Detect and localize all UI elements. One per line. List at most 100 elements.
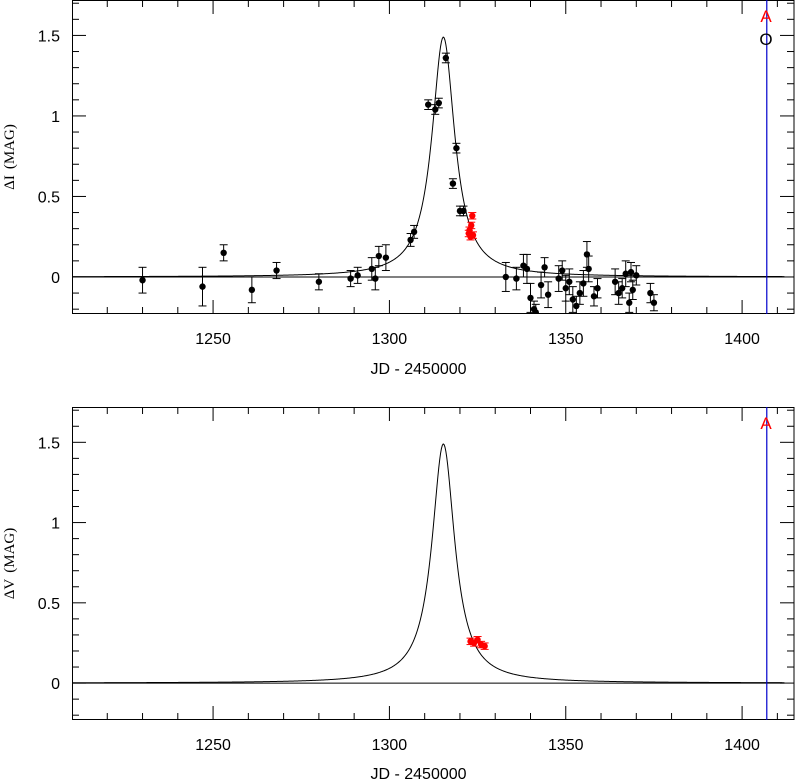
plot-area [72, 36, 785, 314]
data-point [469, 231, 478, 239]
data-point [353, 266, 362, 284]
data-marker [382, 254, 390, 261]
data-marker [576, 289, 584, 297]
data-marker [585, 265, 592, 273]
data-marker [315, 278, 323, 285]
data-marker [481, 642, 488, 650]
data-marker [372, 275, 379, 282]
data-point [441, 52, 450, 64]
data-point [459, 205, 468, 217]
data-point [468, 212, 477, 220]
data-point [561, 274, 570, 302]
x-tick-label: 1250 [195, 737, 231, 754]
x-tick-label: 1300 [372, 737, 408, 754]
data-point [584, 255, 593, 283]
y-tick-label: 0.5 [38, 189, 60, 206]
y-axis-label: ΔI (MAG) [2, 124, 18, 190]
data-point [582, 241, 591, 268]
data-point [272, 261, 281, 280]
data-marker [629, 286, 636, 294]
data-marker [622, 270, 629, 277]
data-marker [425, 101, 432, 108]
model-curve [72, 36, 785, 278]
data-point [501, 261, 510, 292]
data-point [219, 244, 228, 262]
model-curve [72, 443, 785, 684]
y-axis-label-delta: Δ [2, 180, 18, 190]
y-axis-label-text: ΔI (MAG) [2, 124, 18, 190]
data-point [467, 221, 476, 230]
x-tick-label: 1350 [548, 737, 584, 754]
legend-label: O [759, 30, 772, 49]
legend-label: A [760, 414, 772, 433]
data-point [480, 642, 489, 650]
data-marker [559, 267, 566, 274]
x-tick-label: 1300 [372, 331, 408, 348]
y-tick-label: 1 [51, 109, 60, 126]
data-point [198, 266, 207, 307]
y-axis-label-band: V [2, 579, 18, 590]
data-marker [580, 280, 587, 287]
data-marker [432, 106, 439, 113]
data-point [526, 282, 535, 313]
data-marker [375, 252, 383, 260]
data-marker [442, 54, 450, 62]
y-axis-label-band: I [2, 175, 18, 180]
data-point [314, 273, 323, 291]
data-point [448, 178, 457, 189]
data-point [247, 276, 256, 304]
data-marker [220, 249, 227, 257]
data-point [371, 266, 380, 291]
data-point [632, 265, 641, 286]
data-marker [562, 285, 569, 292]
data-point [410, 224, 419, 239]
data-point [530, 300, 539, 314]
data-marker [594, 285, 601, 292]
y-tick-label: 1 [51, 516, 60, 533]
data-point [625, 292, 634, 313]
x-tick-label: 1250 [195, 331, 231, 348]
y-axis-label-delta: Δ [2, 589, 18, 599]
y-axis-label-unit: (MAG) [2, 528, 18, 573]
data-marker [139, 276, 146, 284]
data-point [519, 253, 528, 278]
data-point [540, 257, 549, 278]
data-marker [650, 299, 658, 306]
data-marker [347, 275, 354, 282]
data-marker [248, 286, 256, 294]
data-marker [502, 273, 509, 281]
data-point [593, 278, 602, 299]
data-point [512, 266, 521, 291]
y-tick-label: 1.5 [38, 435, 60, 452]
data-marker [647, 289, 654, 297]
data-marker [555, 275, 562, 282]
data-marker [633, 272, 640, 279]
data-point [424, 99, 433, 110]
x-tick-label: 1400 [724, 331, 760, 348]
top-panel: 1250 1300 1350 1400 0 0.5 1 1.5 JD - 2450000 ΔI (M… [2, 0, 795, 378]
y-axis-label-text: ΔV (MAG) [2, 528, 18, 600]
data-marker [615, 289, 622, 297]
y-tick-label: 1.5 [38, 28, 60, 45]
data-point [544, 281, 553, 309]
data-point [381, 244, 390, 272]
data-point [452, 142, 461, 154]
data-point [138, 266, 147, 294]
data-marker [544, 291, 552, 298]
data-marker [541, 264, 548, 271]
x-tick-label: 1400 [724, 737, 760, 754]
data-marker [626, 299, 633, 306]
data-marker [469, 231, 477, 239]
data-point [568, 286, 577, 313]
legend-label: A [760, 7, 772, 26]
data-marker [469, 212, 476, 219]
data-marker [618, 285, 626, 292]
data-marker [273, 267, 280, 274]
y-tick-label: 0 [51, 676, 60, 693]
y-tick-label: 0 [51, 270, 60, 287]
data-marker [199, 283, 206, 290]
data-marker [354, 272, 361, 279]
data-marker [537, 281, 545, 289]
data-point [346, 270, 355, 288]
